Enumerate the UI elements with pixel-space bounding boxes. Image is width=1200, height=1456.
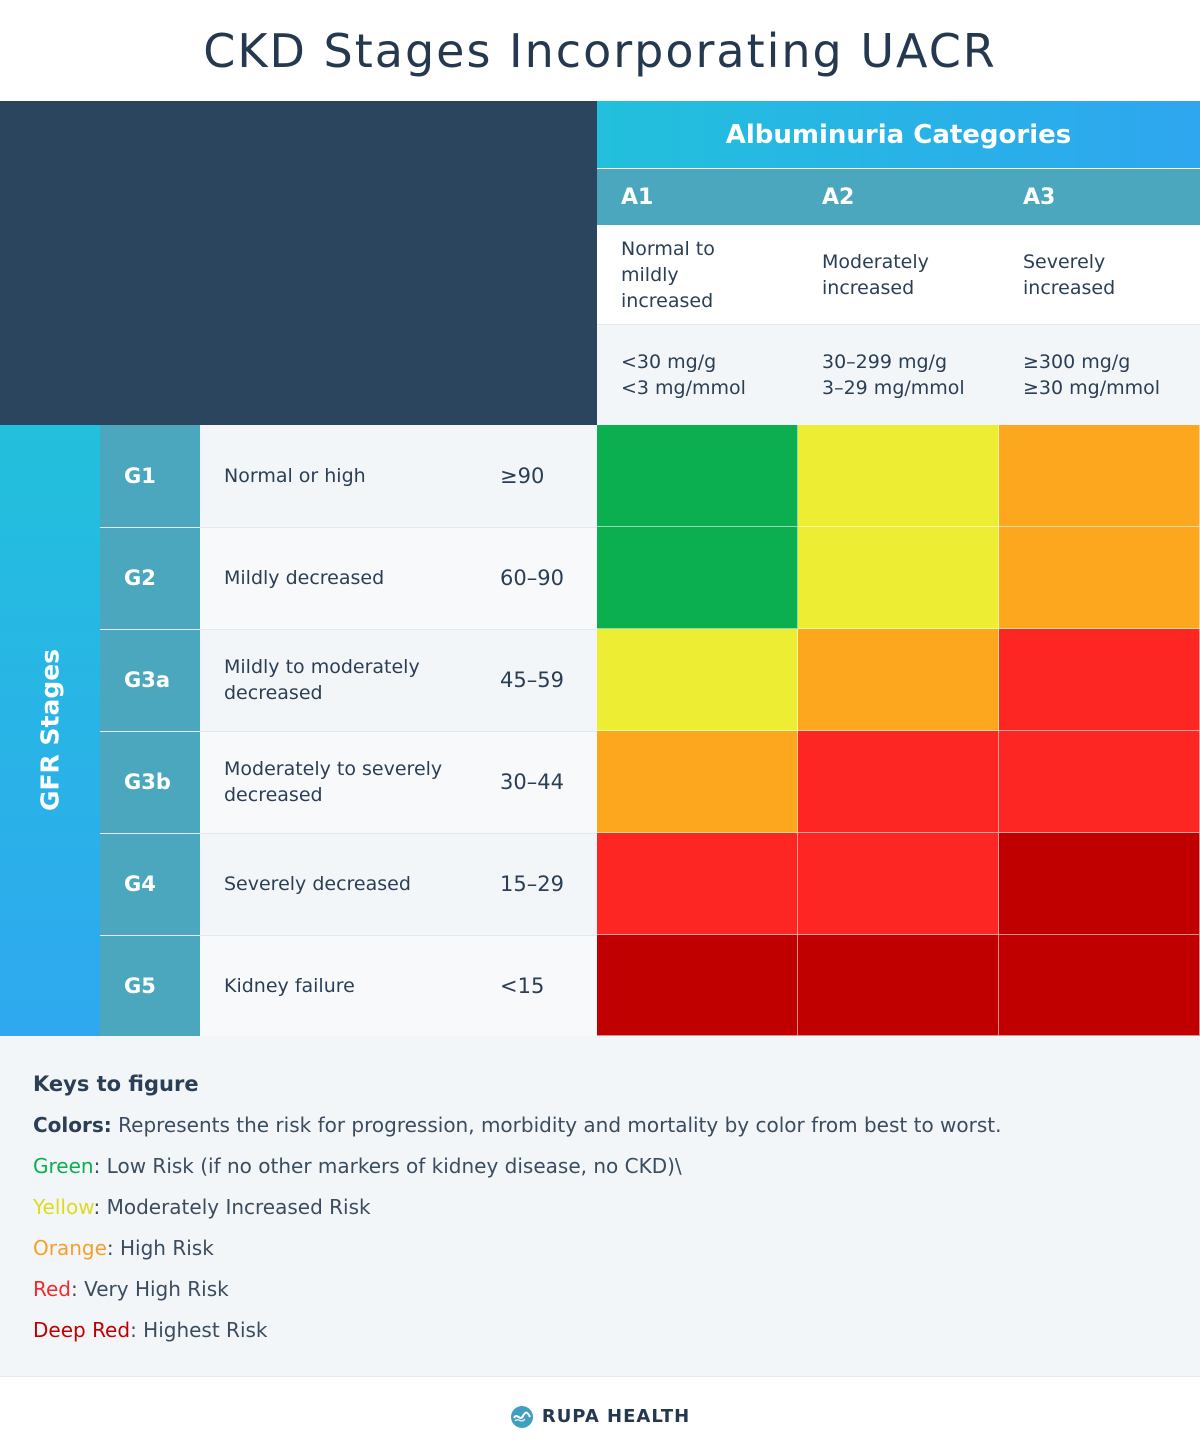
- risk-cell-g1-a2: [798, 425, 999, 527]
- stage-code: G3a: [100, 629, 200, 731]
- risk-cell-g3a-a1: [597, 629, 798, 731]
- albuminuria-code-row: A1 A2 A3: [597, 169, 1200, 225]
- stage-row-g4: G4 Severely decreased 15–29: [100, 833, 597, 935]
- stage-range: 45–59: [500, 668, 564, 692]
- stage-description: Kidney failure: [224, 974, 355, 997]
- risk-cell-g3a-a2: [798, 629, 999, 731]
- risk-cell-g5-a2: [798, 935, 999, 1036]
- key-text-yellow: : Moderately Increased Risk: [93, 1195, 371, 1219]
- risk-cell-g4-a2: [798, 833, 999, 935]
- category-description-a2: Moderately increased: [822, 251, 929, 299]
- category-range-a2: 30–299 mg/g 3–29 mg/mmol: [822, 351, 965, 399]
- key-item-deep-red: Deep Red: Highest Risk: [33, 1318, 268, 1342]
- stage-row-g3a: G3a Mildly to moderately decreased 45–59: [100, 629, 597, 731]
- key-item-orange: Orange: High Risk: [33, 1236, 214, 1260]
- stage-description: Moderately to severely decreased: [224, 758, 443, 806]
- stage-code: G1: [100, 425, 200, 527]
- key-label-green: Green: [33, 1154, 94, 1178]
- stage-code: G2: [100, 527, 200, 629]
- stage-range: <15: [500, 973, 545, 998]
- keys-panel: Keys to figure Colors: Represents the ri…: [0, 1036, 1200, 1376]
- key-text-green: : Low Risk (if no other markers of kidne…: [93, 1154, 682, 1178]
- risk-cell-g3b-a3: [999, 731, 1200, 833]
- stage-code: G3b: [100, 731, 200, 833]
- risk-cell-g2-a3: [999, 527, 1200, 629]
- brand[interactable]: RUPA HEALTH: [510, 1405, 690, 1429]
- stage-range: 30–44: [500, 770, 564, 794]
- stage-row-g3b: G3b Moderately to severely decreased 30–…: [100, 731, 597, 833]
- risk-cell-g4-a1: [597, 833, 798, 935]
- albuminuria-range-row: <30 mg/g <3 mg/mmol 30–299 mg/g 3–29 mg/…: [597, 325, 1200, 425]
- row-divider: [100, 833, 597, 834]
- keys-colors-line: Colors: Represents the risk for progress…: [33, 1113, 1001, 1137]
- page-title: CKD Stages Incorporating UACR: [203, 23, 997, 78]
- key-label-deep-red: Deep Red: [33, 1318, 131, 1342]
- category-description-a1: Normal to mildly increased: [621, 238, 715, 312]
- risk-cell-g3a-a3: [999, 629, 1200, 731]
- stage-range: ≥90: [500, 464, 545, 488]
- row-divider: [100, 935, 597, 936]
- gfr-stages-label: GFR Stages: [35, 648, 65, 812]
- category-range-a3: ≥300 mg/g ≥30 mg/mmol: [1023, 351, 1161, 399]
- key-item-yellow: Yellow: Moderately Increased Risk: [33, 1195, 371, 1219]
- category-range-a1: <30 mg/g <3 mg/mmol: [621, 351, 746, 399]
- stage-description: Mildly to moderately decreased: [224, 656, 420, 704]
- category-code-a2: A2: [822, 184, 855, 210]
- risk-cell-g2-a2: [798, 527, 999, 629]
- footer: RUPA HEALTH: [0, 1376, 1200, 1456]
- stage-description: Normal or high: [224, 465, 366, 487]
- key-label-red: Red: [33, 1277, 71, 1301]
- risk-cell-g5-a3: [999, 935, 1200, 1036]
- stage-row-g1: G1 Normal or high ≥90: [100, 425, 597, 527]
- stage-row-g5: G5 Kidney failure <15: [100, 935, 597, 1036]
- stage-row-g2: G2 Mildly decreased 60–90: [100, 527, 597, 629]
- stage-range: 60–90: [500, 566, 564, 590]
- key-item-red: Red: Very High Risk: [33, 1277, 229, 1301]
- keys-colors-label: Colors:: [33, 1113, 112, 1137]
- header-corner: [0, 101, 597, 425]
- category-description-a3: Severely increased: [1023, 251, 1116, 299]
- albuminuria-description-row: Normal to mildly increased Moderately in…: [597, 225, 1200, 325]
- risk-cell-g3b-a2: [798, 731, 999, 833]
- category-code-a1: A1: [621, 184, 654, 210]
- row-divider: [100, 629, 597, 630]
- brand-name: RUPA HEALTH: [541, 1406, 691, 1427]
- key-label-orange: Orange: [33, 1236, 107, 1260]
- stage-code: G5: [100, 935, 200, 1036]
- key-item-green: Green: Low Risk (if no other markers of …: [33, 1154, 682, 1178]
- risk-cell-g1-a1: [597, 425, 798, 527]
- stage-description: Severely decreased: [224, 873, 411, 895]
- key-text-deep-red: : Highest Risk: [130, 1318, 268, 1342]
- key-text-orange: : High Risk: [106, 1236, 214, 1260]
- key-text-red: : Very High Risk: [71, 1277, 229, 1301]
- risk-cell-g4-a3: [999, 833, 1200, 935]
- gfr-stages-band: [0, 425, 100, 1036]
- keys-colors-text: Represents the risk for progression, mor…: [111, 1113, 1002, 1137]
- key-label-yellow: Yellow: [33, 1195, 94, 1219]
- stage-description: Mildly decreased: [224, 567, 385, 589]
- stage-code: G4: [100, 833, 200, 935]
- risk-cell-g1-a3: [999, 425, 1200, 527]
- category-code-a3: A3: [1023, 184, 1056, 210]
- rupa-logo-icon: [510, 1405, 533, 1428]
- row-divider: [100, 731, 597, 732]
- risk-cell-g3b-a1: [597, 731, 798, 833]
- stage-range: 15–29: [500, 872, 564, 896]
- risk-cell-g2-a1: [597, 527, 798, 629]
- albuminuria-header-label: Albuminuria Categories: [725, 119, 1072, 150]
- title-bar: CKD Stages Incorporating UACR: [0, 0, 1200, 101]
- row-divider: [100, 527, 597, 528]
- albuminuria-header: Albuminuria Categories: [597, 101, 1200, 168]
- keys-heading: Keys to figure: [33, 1072, 199, 1096]
- risk-cell-g5-a1: [597, 935, 798, 1036]
